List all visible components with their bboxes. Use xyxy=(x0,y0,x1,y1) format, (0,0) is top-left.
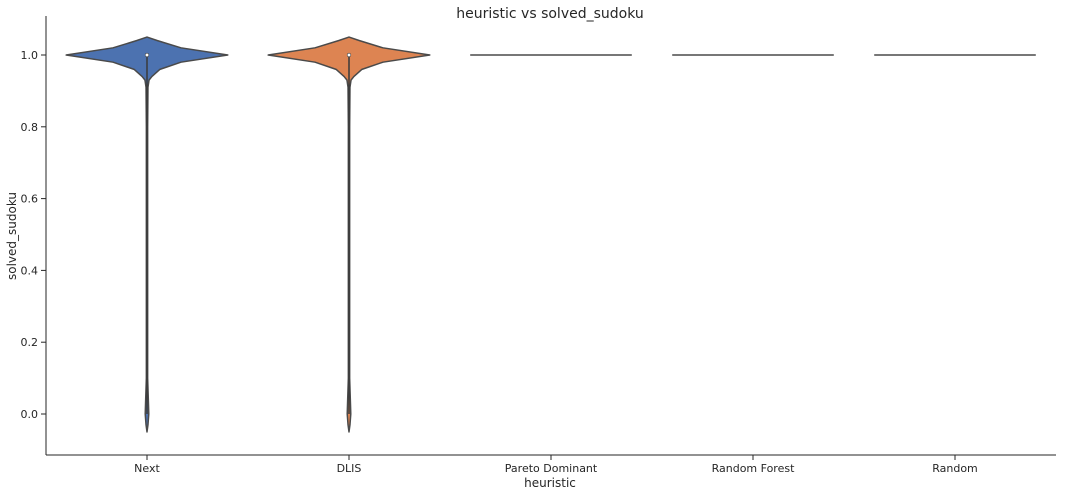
y-tick-label: 0.0 xyxy=(21,408,39,421)
x-tick-label: Next xyxy=(134,462,160,475)
violin-median-dot xyxy=(144,52,150,58)
x-tick-label: Random Forest xyxy=(712,462,795,475)
x-tick-label: Random xyxy=(932,462,978,475)
y-tick-label: 0.2 xyxy=(21,336,39,349)
x-tick-label: Pareto Dominant xyxy=(505,462,598,475)
x-axis-label: heuristic xyxy=(524,476,576,490)
y-axis-label: solved_sudoku xyxy=(5,192,19,280)
y-tick-label: 0.8 xyxy=(21,121,39,134)
x-tick-label: DLIS xyxy=(337,462,362,475)
chart-title: heuristic vs solved_sudoku xyxy=(456,6,644,22)
x-axis: Next DLIS Pareto Dominant Random Forest Rand… xyxy=(46,454,1056,475)
y-axis: 0.0 0.2 0.4 0.6 0.8 1.0 xyxy=(21,16,47,455)
violins-group xyxy=(65,36,1036,433)
y-tick-label: 0.6 xyxy=(21,193,39,206)
y-tick-label: 1.0 xyxy=(21,49,39,62)
y-tick-label: 0.4 xyxy=(21,264,39,277)
violin-median-dot xyxy=(346,52,352,58)
